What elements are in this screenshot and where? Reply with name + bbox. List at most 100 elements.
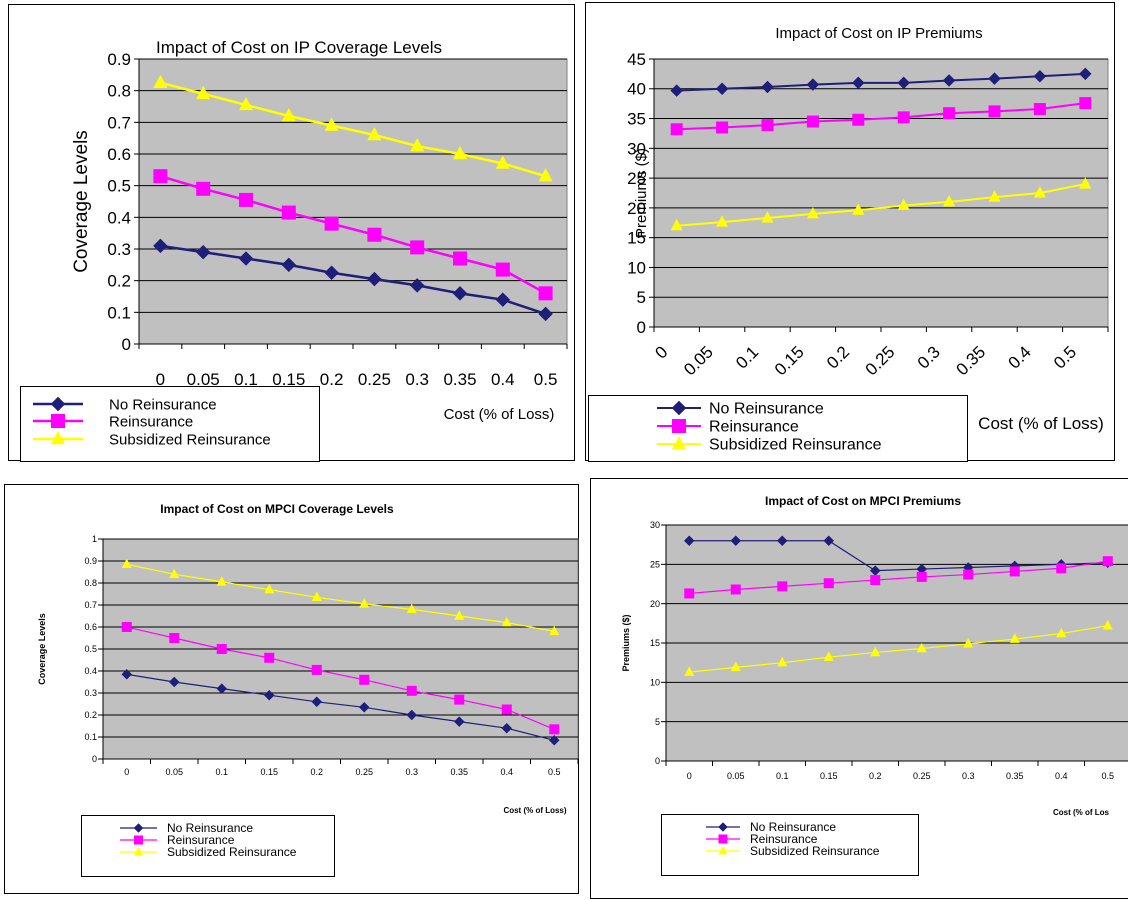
ip-premiums-chart: 0 5 10 15 20 25 30 35 40 45 0 0.05 0.1 0.15 0.2 0.25 0.3…: [627, 25, 1109, 433]
y-tick-label: 1: [92, 534, 97, 544]
data-point-marker: [196, 85, 211, 100]
data-point-marker: [264, 583, 275, 594]
data-point-marker: [943, 107, 956, 120]
data-point-marker: [281, 107, 296, 122]
data-point-marker: [718, 834, 728, 844]
y-tick-label: 15: [650, 638, 660, 648]
data-point-marker: [169, 568, 180, 578]
data-point-marker: [133, 823, 144, 833]
data-point-marker: [549, 724, 560, 735]
chart-title: Impact of Cost on MPCI Premiums: [765, 494, 961, 508]
x-axis-label: Cost (% of Loss): [503, 806, 566, 815]
x-tick-label: 0: [156, 370, 165, 389]
y-tick-label: 0.2: [84, 710, 97, 720]
data-point-marker: [239, 192, 253, 207]
data-point-marker: [916, 642, 927, 653]
data-point-marker: [495, 262, 510, 277]
x-tick-label: 0.4: [1055, 771, 1068, 781]
x-tick-label: 0: [651, 342, 671, 362]
x-tick-label: 0.25: [358, 370, 391, 389]
y-tick-label: 10: [627, 258, 646, 277]
x-tick-label: 0.3: [405, 767, 418, 777]
y-tick-label: 0.5: [84, 644, 97, 654]
series-reinsurance: [670, 97, 1092, 136]
y-tick-label: 5: [637, 288, 646, 307]
data-point-marker: [153, 238, 168, 254]
data-point-marker: [852, 203, 865, 215]
legend-label: No Reinsurance: [109, 396, 217, 413]
y-tick-label: 0.7: [107, 113, 131, 132]
data-point-marker: [716, 121, 729, 134]
x-tick-label: 0.2: [320, 370, 344, 389]
legend-label: No Reinsurance: [750, 820, 836, 834]
legend-label: No Reinsurance: [709, 401, 824, 418]
data-point-marker: [730, 661, 741, 672]
x-tick-label: 0.05: [165, 767, 183, 777]
data-point-marker: [410, 240, 425, 255]
data-point-marker: [495, 155, 510, 169]
data-point-marker: [410, 138, 425, 152]
x-tick-label: 0.1: [215, 767, 228, 777]
y-tick-label: 0.6: [84, 622, 97, 632]
data-point-marker: [1009, 566, 1020, 577]
x-tick-label: 0.25: [913, 771, 931, 781]
y-tick-label: 0.8: [84, 578, 97, 588]
data-point-marker: [897, 76, 911, 90]
data-point-marker: [216, 644, 227, 654]
series-subsidized-reinsurance: [684, 619, 1113, 676]
x-tick-label: 0.15: [260, 767, 278, 777]
data-point-marker: [168, 676, 180, 688]
x-tick-label: 0.3: [405, 370, 429, 389]
data-point-marker: [367, 126, 382, 141]
x-tick-label: 0.15: [272, 370, 305, 389]
data-point-marker: [548, 734, 560, 746]
y-axis-label: Coverage Levels: [71, 130, 92, 273]
data-point-marker: [195, 244, 211, 260]
data-point-marker: [852, 113, 865, 126]
data-point-marker: [238, 251, 254, 266]
x-tick-label: 0.4: [491, 370, 515, 389]
x-tick-label: 0: [124, 767, 129, 777]
series-subsidized-reinsurance: [153, 74, 553, 182]
data-point-marker: [406, 603, 417, 614]
data-point-marker: [501, 704, 512, 715]
y-tick-label: 0.1: [84, 732, 97, 742]
legend-label: Reinsurance: [750, 832, 818, 846]
series-line: [689, 560, 1108, 595]
y-tick-label: 0.8: [107, 82, 131, 101]
data-point-marker: [121, 558, 132, 569]
chart-title: Impact of Cost on IP Premiums: [775, 25, 982, 42]
data-point-marker: [1033, 186, 1046, 198]
data-point-marker: [454, 610, 465, 620]
data-point-marker: [806, 115, 819, 128]
series-line: [160, 81, 546, 178]
data-point-marker: [264, 652, 275, 663]
data-point-marker: [1033, 103, 1046, 116]
y-tick-label: 5: [655, 717, 660, 727]
data-point-marker: [538, 306, 553, 322]
y-tick-label: 0.3: [107, 240, 131, 259]
y-tick-label: 20: [650, 599, 660, 609]
series-line: [126, 673, 555, 741]
data-point-marker: [777, 581, 788, 592]
data-point-marker: [806, 78, 820, 91]
x-tick-label: 0.25: [862, 342, 899, 379]
chart-legend: No Reinsurance Reinsurance Subsidized Rein…: [661, 814, 919, 876]
data-point-marker: [963, 569, 974, 580]
data-point-marker: [684, 588, 695, 599]
series-reinsurance: [684, 556, 1113, 599]
series-line: [160, 244, 546, 316]
series-reinsurance: [121, 622, 560, 735]
series-subsidized-reinsurance: [670, 177, 1092, 231]
data-point-marker: [916, 571, 927, 582]
data-point-marker: [776, 535, 788, 547]
data-point-marker: [263, 689, 275, 701]
data-point-marker: [324, 265, 339, 281]
x-tick-label: 0.15: [771, 342, 808, 379]
data-point-marker: [453, 145, 467, 160]
y-tick-label: 20: [627, 199, 646, 218]
data-point-marker: [134, 846, 143, 856]
data-point-marker: [324, 216, 339, 231]
data-point-marker: [988, 105, 1001, 118]
